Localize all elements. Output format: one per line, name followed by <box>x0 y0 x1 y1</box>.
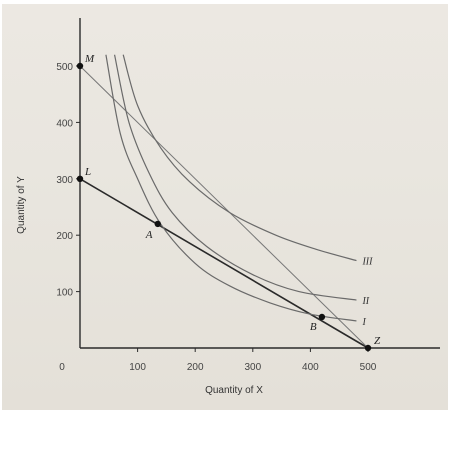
budget-line <box>79 178 369 349</box>
point-label-l: L <box>84 166 91 178</box>
curve-label-i: I <box>361 317 366 328</box>
curve-label-iii: III <box>361 257 373 268</box>
y-tick-label: 100 <box>56 288 73 299</box>
y-tick-label: 200 <box>56 231 73 242</box>
indifference-curve-iii <box>122 54 357 262</box>
origin-label: 0 <box>59 362 65 373</box>
point-z <box>364 344 372 352</box>
curve-label-ii: II <box>361 296 369 307</box>
point-label-m: M <box>84 53 95 65</box>
lines-layer <box>76 54 372 352</box>
x-tick-label: 500 <box>360 362 377 373</box>
x-tick-label: 300 <box>244 362 261 373</box>
indifference-curve-i <box>105 54 357 322</box>
x-axis-title: Quantity of X <box>205 385 263 396</box>
point-m <box>76 62 84 70</box>
x-tick-label: 100 <box>129 362 146 373</box>
y-tick-label: 400 <box>56 118 73 129</box>
y-tick-label: 500 <box>56 62 73 73</box>
point-a <box>154 220 161 228</box>
axes <box>76 18 440 352</box>
x-tick-label: 200 <box>187 362 204 373</box>
chart-photo-background <box>2 4 448 410</box>
x-tick-label: 400 <box>302 362 319 373</box>
point-l <box>76 175 84 182</box>
point-label-z: Z <box>374 335 381 347</box>
y-tick-label: 300 <box>56 175 73 186</box>
y-axis-title: Quantity of Y <box>16 176 27 234</box>
point-label-b: B <box>310 321 317 333</box>
budget-line <box>79 65 369 349</box>
indifference-curve-ii <box>113 54 357 301</box>
labels-layer: 100 200 300 400 500 100 200 300 400 500 0 Quantity … <box>16 53 381 396</box>
point-b <box>318 313 326 321</box>
point-label-a: A <box>145 229 153 241</box>
